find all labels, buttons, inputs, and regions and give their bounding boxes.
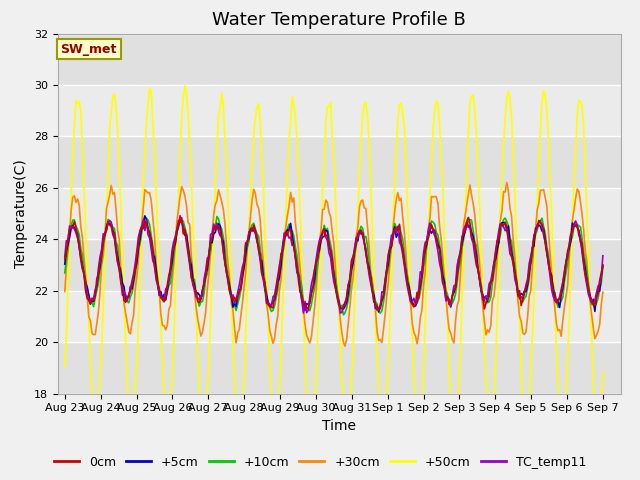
Bar xyxy=(58,85,621,136)
Bar xyxy=(58,291,621,342)
Bar xyxy=(58,34,621,85)
Bar xyxy=(58,342,621,394)
Y-axis label: Temperature(C): Temperature(C) xyxy=(14,159,28,268)
Bar xyxy=(58,188,621,240)
Title: Water Temperature Profile B: Water Temperature Profile B xyxy=(212,11,466,29)
Text: SW_met: SW_met xyxy=(60,43,116,56)
X-axis label: Time: Time xyxy=(322,419,356,433)
Bar xyxy=(58,136,621,188)
Legend: 0cm, +5cm, +10cm, +30cm, +50cm, TC_temp11: 0cm, +5cm, +10cm, +30cm, +50cm, TC_temp1… xyxy=(49,451,591,474)
Bar xyxy=(58,240,621,291)
